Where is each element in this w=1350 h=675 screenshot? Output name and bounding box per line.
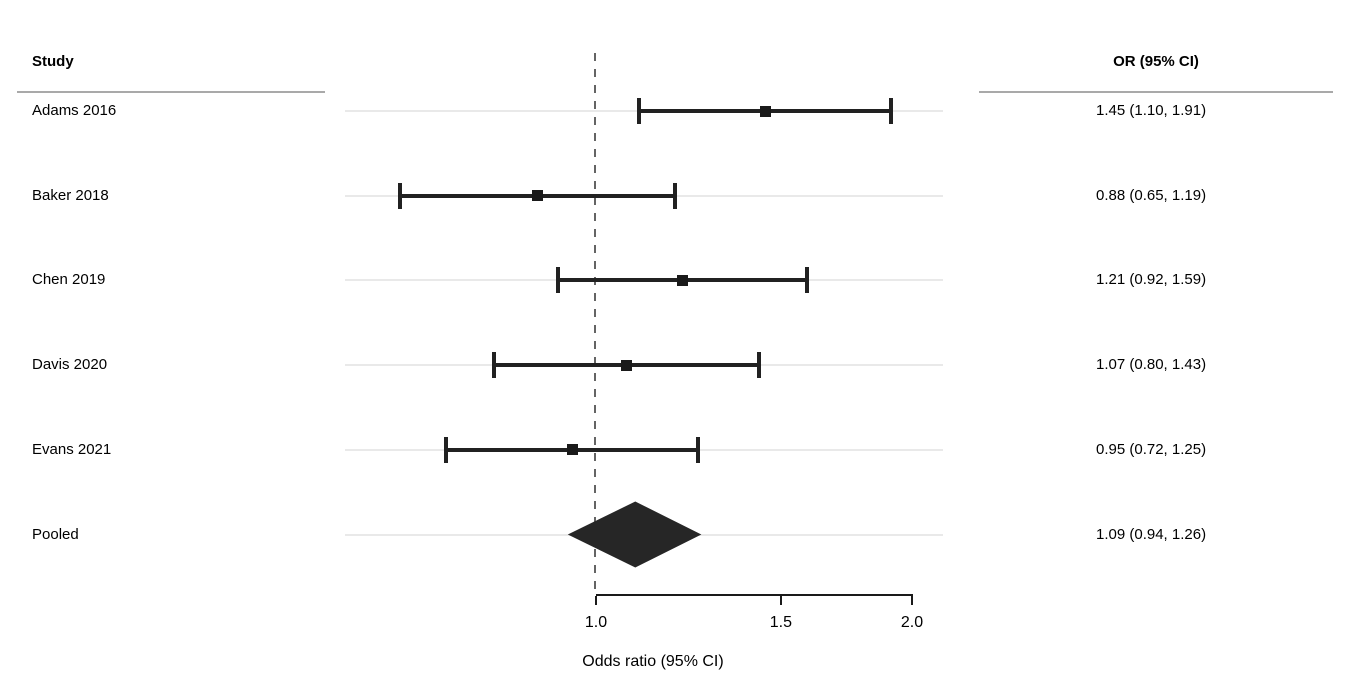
point-estimate-marker: [759, 105, 771, 117]
or-column-header: OR (95% CI): [1113, 53, 1199, 70]
reference-line: [594, 53, 596, 595]
x-axis-tick: [595, 596, 597, 605]
study-column-header: Study: [32, 53, 74, 70]
x-axis-title: Odds ratio (95% CI): [582, 653, 724, 670]
ci-cap-high: [757, 352, 762, 379]
ci-cap-high: [695, 436, 700, 463]
study-label: Chen 2019: [32, 271, 106, 289]
study-label: Evans 2021: [32, 440, 112, 458]
ci-cap-low: [397, 182, 402, 209]
or-value: 0.88 (0.65, 1.19): [1096, 186, 1207, 204]
or-value: 1.09 (0.94, 1.26): [1096, 525, 1207, 543]
ci-cap-high: [673, 182, 678, 209]
ci-cap-low: [444, 436, 449, 463]
ci-cap-high: [889, 98, 893, 124]
study-label: Pooled: [32, 525, 79, 543]
study-header-rule: [17, 91, 325, 93]
x-axis-tick: [911, 596, 913, 605]
or-value: 1.07 (0.80, 1.43): [1096, 356, 1207, 374]
x-axis-tick-label: 1.5: [769, 614, 792, 631]
point-estimate-marker: [621, 359, 633, 371]
point-estimate-marker: [677, 274, 689, 286]
or-value: 0.95 (0.72, 1.25): [1096, 440, 1207, 458]
point-estimate-marker: [567, 444, 579, 456]
ci-cap-low: [492, 352, 497, 379]
study-label: Davis 2020: [32, 356, 108, 374]
pooled-diamond-shape: [567, 501, 702, 568]
or-value: 1.45 (1.10, 1.91): [1096, 102, 1207, 119]
or-header-rule: [979, 91, 1333, 93]
x-axis-tick-label: 1.0: [584, 614, 608, 631]
ci-cap-low: [555, 267, 560, 294]
or-value: 1.21 (0.92, 1.59): [1096, 271, 1207, 289]
point-estimate-marker: [532, 190, 544, 202]
study-label: Baker 2018: [32, 186, 109, 204]
ci-cap-low: [637, 98, 642, 124]
ci-cap-high: [805, 267, 810, 294]
x-axis-tick: [779, 596, 782, 605]
x-axis-line: [596, 594, 913, 596]
x-axis-tick-label: 2.0: [900, 614, 924, 631]
study-label: Adams 2016: [32, 102, 117, 119]
